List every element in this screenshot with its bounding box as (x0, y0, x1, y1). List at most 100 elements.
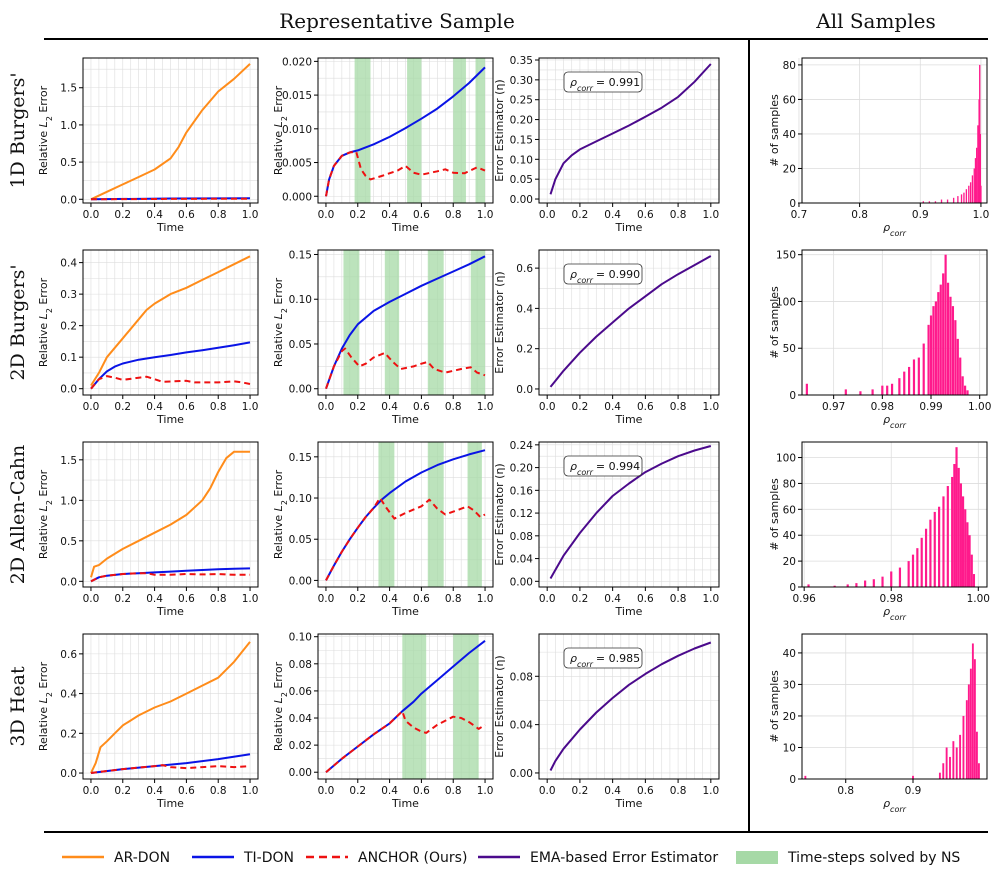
x-tick-label: 0.0 (539, 401, 556, 413)
y-tick-label: 0.00 (510, 194, 533, 206)
row-label: 3D Heat (7, 666, 29, 747)
x-axis-label: Time (156, 221, 184, 234)
hist-bar (881, 576, 884, 587)
x-tick-label: 0.4 (604, 785, 621, 797)
hist-bar (971, 643, 974, 779)
x-tick-label: 0.0 (83, 209, 100, 221)
hist-bar (871, 389, 874, 395)
axes-frame (538, 249, 720, 396)
x-tick-label: 0.0 (539, 593, 556, 605)
y-tick-label: 0.4 (516, 303, 533, 315)
hist-bar (898, 378, 901, 395)
x-tick-label: 1.00 (967, 593, 990, 605)
y-tick-label: 1.5 (60, 455, 77, 467)
y-tick-label: 0.2 (60, 321, 77, 333)
y-tick-label: 0.15 (510, 134, 533, 146)
hist-bar (959, 734, 962, 779)
hist-bar (946, 282, 950, 395)
x-tick-label: 0.9 (905, 785, 922, 797)
series-anchor (90, 375, 251, 390)
panel-3-2: 0.0 0.2 0.4 0.6 0.8 1.0 0.00 0.04 0.08 Time Error … (493, 633, 720, 810)
axes-frame (801, 633, 988, 780)
hist-bar (924, 528, 928, 587)
x-tick-label: 1.0 (477, 785, 494, 797)
y-tick-label: 0.2 (60, 728, 77, 740)
x-axis-label: Time (156, 605, 184, 618)
hist-bar (951, 476, 954, 587)
hist-bar (946, 199, 949, 203)
hist-bar (972, 574, 976, 587)
x-axis-label: Time (615, 221, 643, 234)
x-tick-label: 0.2 (349, 785, 366, 797)
header-all-samples: All Samples (815, 9, 935, 33)
x-tick-label: 0.8 (210, 209, 227, 221)
hist-bar (937, 292, 940, 395)
y-tick-label: 0.2 (516, 344, 533, 356)
y-tick-label: 80 (783, 60, 796, 72)
x-tick-label: 0.2 (114, 401, 131, 413)
hist-bar (957, 196, 959, 203)
hist-bar (942, 763, 945, 779)
y-tick-label: 0.4 (60, 258, 77, 270)
x-tick-label: 1.0 (973, 209, 990, 221)
panel-3-3: 0.8 0.9 0 10 20 30 40 ρcorr # of samples (768, 633, 988, 814)
y-tick-label: 0.35 (510, 55, 533, 67)
hist-bar (927, 324, 930, 395)
x-tick-label: 0.0 (539, 209, 556, 221)
y-tick-label: 0.10 (289, 493, 312, 505)
hist-bar (938, 506, 941, 587)
y-axis-label: Relative L2 Error (37, 277, 54, 367)
series-anchor (325, 347, 486, 390)
y-tick-label: 0.15 (289, 249, 312, 261)
axes-frame (82, 633, 259, 780)
x-axis-label: Time (615, 605, 643, 618)
series-ema (549, 641, 712, 771)
x-tick-label: 0.97 (822, 401, 845, 413)
x-tick-label: 0.7 (791, 209, 808, 221)
hist-bar (957, 467, 960, 587)
hist-bar (975, 731, 978, 779)
y-tick-label: 0.08 (510, 531, 533, 543)
x-axis-label: Time (391, 605, 419, 618)
hist-bar (955, 747, 958, 779)
y-tick-label: 0.0 (516, 384, 533, 396)
series-anchor (90, 764, 251, 774)
y-tick-label: 0.4 (60, 689, 77, 701)
x-tick-label: 0.8 (210, 785, 227, 797)
x-tick-label: 0.0 (318, 209, 335, 221)
axes-frame (317, 57, 494, 204)
hist-bar (903, 371, 906, 395)
y-axis-label: Error Estimator (η) (493, 655, 506, 757)
hist-bar (963, 192, 965, 203)
hist-bar (928, 201, 931, 203)
x-tick-label: 1.0 (702, 209, 719, 221)
y-tick-label: 0.16 (510, 485, 534, 497)
hist-bar (833, 585, 836, 587)
axes-frame (801, 249, 988, 396)
series-ar (90, 450, 250, 578)
x-tick-label: 0.0 (83, 785, 100, 797)
y-axis-label: Relative L2 Error (37, 661, 54, 751)
y-axis-label: Relative L2 Error (37, 85, 54, 175)
x-tick-label: 0.0 (83, 401, 100, 413)
x-axis-label: ρcorr (883, 605, 907, 622)
x-tick-label: 0.8 (851, 209, 868, 221)
y-tick-label: 0.05 (510, 174, 533, 186)
y-tick-label: 10 (783, 742, 796, 754)
y-tick-label: 20 (783, 163, 796, 175)
x-tick-label: 0.8 (670, 785, 687, 797)
x-tick-label: 0.8 (445, 785, 462, 797)
legend-item-ema: EMA-based Error Estimator (478, 850, 718, 866)
x-tick-label: 1.0 (477, 209, 494, 221)
hist-bar (929, 519, 932, 587)
y-tick-label: 80 (783, 478, 796, 490)
panel-1-1: 0.0 0.2 0.4 0.6 0.8 1.0 0.00 0.05 0.10 0.15 Time Re… (272, 249, 494, 426)
series-anchor (90, 197, 251, 201)
x-tick-label: 0.8 (210, 401, 227, 413)
panel-1-0: 0.0 0.2 0.4 0.6 0.8 1.00.00.10.20.30.4TimeRel… (37, 249, 259, 426)
y-tick-label: 0.10 (510, 154, 533, 166)
y-tick-label: 0.04 (510, 554, 534, 566)
y-axis-label: Error Estimator (η) (493, 79, 506, 181)
hist-bar (966, 390, 969, 395)
hist-bar (846, 584, 849, 587)
